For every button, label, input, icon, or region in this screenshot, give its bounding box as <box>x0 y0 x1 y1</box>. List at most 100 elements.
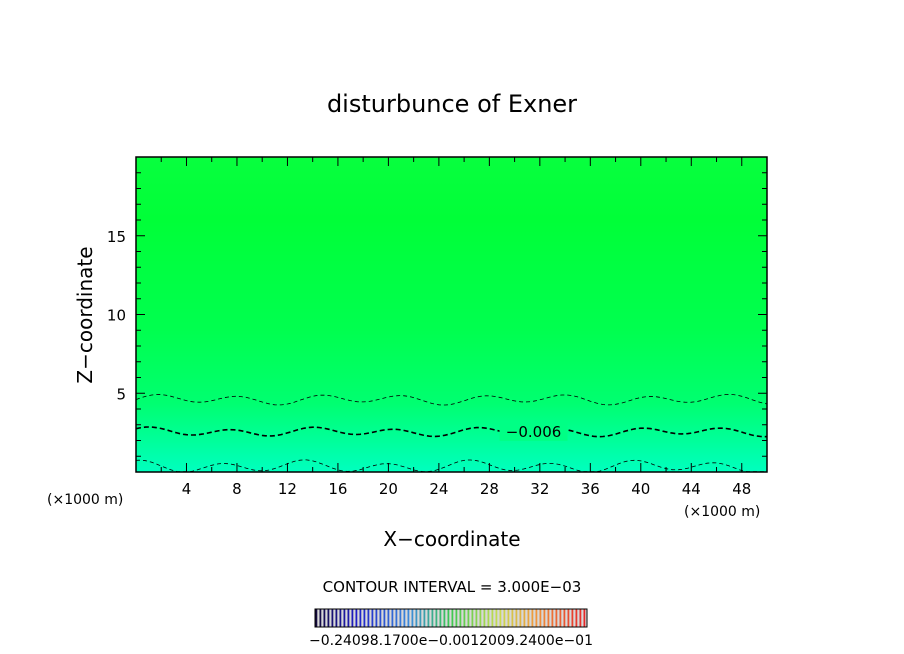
colorbar-cell <box>563 609 566 627</box>
colorbar-cell <box>571 609 574 627</box>
x-tick-label: 44 <box>682 480 701 498</box>
colorbar-cell <box>363 609 366 627</box>
colorbar-cell <box>487 609 490 627</box>
colorbar-cell <box>403 609 406 627</box>
colorbar-cell <box>431 609 434 627</box>
colorbar-labels: −0.24098.1700e−0.0012009.2400e−01 <box>309 633 593 649</box>
colorbar-cell <box>343 609 346 627</box>
colorbar-frame <box>314 608 588 628</box>
colorbar-cell <box>387 609 390 627</box>
colorbar-cell <box>583 609 586 627</box>
y-axis-label: Z−coordinate <box>73 246 97 383</box>
colorbar-cell <box>495 609 498 627</box>
colorbar-cell <box>551 609 554 627</box>
contour-label: −0.006 <box>506 423 562 441</box>
colorbar-cell <box>331 609 334 627</box>
x-axis-label: X−coordinate <box>383 527 520 551</box>
colorbar-cell <box>467 609 470 627</box>
colorbar-cell <box>359 609 362 627</box>
colorbar-cell <box>539 609 542 627</box>
colorbar-cell <box>511 609 514 627</box>
colorbar-cell <box>535 609 538 627</box>
colorbar-cell <box>375 609 378 627</box>
colorbar-cell <box>327 609 330 627</box>
x-tick-label: 36 <box>581 480 600 498</box>
colorbar-cell <box>423 609 426 627</box>
colorbar-cell <box>479 609 482 627</box>
colorbar-cell <box>471 609 474 627</box>
colorbar-cell <box>335 609 338 627</box>
colorbar-cell <box>475 609 478 627</box>
colorbar-cell <box>383 609 386 627</box>
contour-interval-label: CONTOUR INTERVAL = 3.000E−03 <box>323 578 582 596</box>
contour-line <box>135 426 768 438</box>
colorbar-cell <box>531 609 534 627</box>
plot-frame <box>135 156 768 473</box>
colorbar-cell <box>459 609 462 627</box>
colorbar-cell <box>419 609 422 627</box>
axis-ticks <box>136 157 767 472</box>
colorbar-cell <box>483 609 486 627</box>
contour-line <box>135 459 768 473</box>
chart-title: disturbunce of Exner <box>327 90 577 118</box>
x-tick-label: 8 <box>232 480 242 498</box>
x-unit-right: (×1000 m) <box>684 504 760 520</box>
y-tick-labels: 5 10 15 <box>107 228 126 404</box>
plot-area <box>136 157 767 472</box>
colorbar-cell <box>491 609 494 627</box>
colorbar-cell <box>323 609 326 627</box>
colorbar-cell <box>575 609 578 627</box>
colorbar-cell <box>443 609 446 627</box>
colorbar-cell <box>371 609 374 627</box>
colorbar-cell <box>519 609 522 627</box>
x-tick-label: 4 <box>182 480 192 498</box>
colorbar-cell <box>319 609 322 627</box>
x-tick-label: 16 <box>328 480 347 498</box>
colorbar-cell <box>447 609 450 627</box>
x-tick-label: 28 <box>480 480 499 498</box>
colorbar-cell <box>439 609 442 627</box>
x-tick-label: 20 <box>379 480 398 498</box>
x-tick-label: 48 <box>732 480 751 498</box>
colorbar-cell <box>379 609 382 627</box>
y-tick-label: 10 <box>107 307 126 325</box>
colorbar-cell <box>339 609 342 627</box>
colorbar-cell <box>567 609 570 627</box>
x-tick-label: 32 <box>530 480 549 498</box>
colorbar-cell <box>367 609 370 627</box>
x-tick-labels: 4 8 12 16 20 24 28 32 36 40 44 48 <box>182 480 752 498</box>
x-unit-left: (×1000 m) <box>47 492 123 508</box>
contour-label-bg <box>499 422 568 441</box>
colorbar-cell <box>427 609 430 627</box>
contour-line <box>135 393 768 406</box>
colorbar-cell <box>527 609 530 627</box>
colorbar-cell <box>503 609 506 627</box>
colorbar-cell <box>415 609 418 627</box>
colorbar-cell <box>435 609 438 627</box>
colorbar-cell <box>355 609 358 627</box>
colorbar-cell <box>399 609 402 627</box>
colorbar-cell <box>543 609 546 627</box>
y-tick-label: 15 <box>107 228 126 246</box>
colorbar-cell <box>463 609 466 627</box>
colorbar <box>315 609 587 627</box>
contour-lines: −0.006 <box>135 393 768 473</box>
colorbar-cell <box>547 609 550 627</box>
colorbar-cell <box>347 609 350 627</box>
colorbar-cell <box>579 609 582 627</box>
colorbar-cell <box>499 609 502 627</box>
x-tick-label: 40 <box>631 480 650 498</box>
colorbar-cell <box>315 609 318 627</box>
colorbar-cell <box>559 609 562 627</box>
y-tick-label: 5 <box>116 385 126 403</box>
colorbar-cell <box>351 609 354 627</box>
colorbar-cell <box>515 609 518 627</box>
x-tick-label: 24 <box>429 480 448 498</box>
colorbar-cell <box>523 609 526 627</box>
colorbar-cell <box>411 609 414 627</box>
colorbar-cell <box>451 609 454 627</box>
colorbar-cell <box>507 609 510 627</box>
x-tick-label: 12 <box>278 480 297 498</box>
colorbar-cell <box>391 609 394 627</box>
